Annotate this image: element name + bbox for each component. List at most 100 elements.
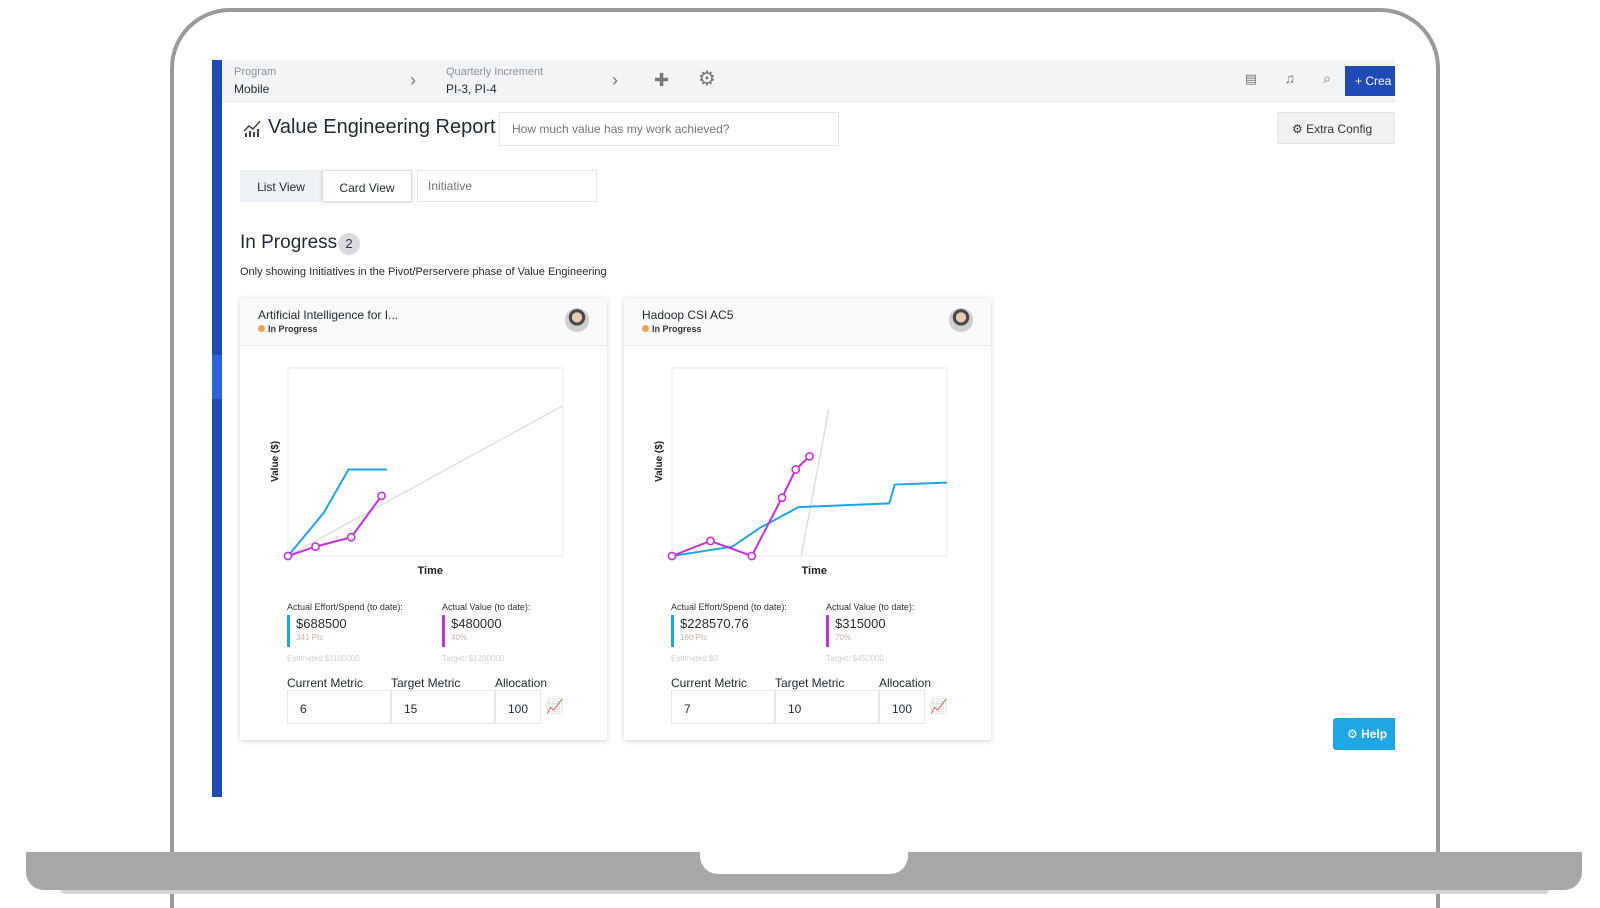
series-point bbox=[377, 491, 386, 501]
gear-icon: ⚙ bbox=[1292, 122, 1307, 136]
effort-points: 341 Pts bbox=[296, 633, 324, 642]
series-point bbox=[667, 551, 677, 561]
effort-label: Actual Effort/Spend (to date): bbox=[671, 602, 787, 612]
effort-estimate: Estimated:$1100000 bbox=[287, 654, 360, 663]
card-header: Artificial Intelligence for I... In Prog… bbox=[240, 298, 607, 346]
chart-svg: Time Value ($) bbox=[654, 367, 948, 577]
series-line-1 bbox=[671, 481, 948, 557]
clipboard-icon[interactable]: ▤ bbox=[1244, 71, 1257, 86]
series-point bbox=[311, 542, 320, 551]
series-point bbox=[747, 551, 757, 561]
y-axis-label: Value ($) bbox=[270, 441, 281, 482]
value-percent: 40% bbox=[451, 633, 468, 642]
plot-area bbox=[671, 367, 948, 557]
x-axis-label: Time bbox=[418, 565, 443, 577]
target-metric-header: Target Metric bbox=[391, 676, 461, 690]
increment-value: PI-3, PI-4 bbox=[446, 82, 497, 96]
allocation-chart-icon[interactable]: 📈 bbox=[930, 698, 948, 714]
create-button-label: Crea bbox=[1365, 74, 1392, 88]
value-chart: Time Value ($) bbox=[258, 358, 598, 588]
effort-label: Actual Effort/Spend (to date): bbox=[287, 602, 403, 612]
extra-config-button[interactable]: ⚙ Extra Config bbox=[1277, 112, 1395, 144]
add-plus-icon[interactable]: ✚ bbox=[654, 70, 670, 90]
program-value: Mobile bbox=[234, 82, 270, 96]
effort-value: $688500 bbox=[296, 616, 347, 631]
target-metric-field[interactable]: 15 bbox=[391, 690, 495, 724]
series-point bbox=[791, 465, 801, 474]
avatar[interactable] bbox=[565, 308, 589, 332]
effort-color-bar bbox=[287, 615, 290, 647]
status-dot-icon bbox=[258, 325, 265, 332]
tab-card-view[interactable]: Card View bbox=[322, 170, 412, 202]
initiative-filter-input[interactable] bbox=[417, 170, 597, 202]
top-navigation-bar: Program Mobile › Quarterly Increment PI-… bbox=[222, 60, 1395, 102]
series-line-0 bbox=[800, 409, 830, 557]
help-button[interactable]: ⚙ Help bbox=[1333, 718, 1395, 750]
value-label: Actual Value (to date): bbox=[442, 602, 531, 612]
section-subtitle: Only showing Initiatives in the Pivot/Pe… bbox=[240, 266, 607, 278]
x-axis-label: Time bbox=[802, 565, 827, 577]
tab-list-view[interactable]: List View bbox=[240, 170, 322, 202]
value-target: Target: $450000 bbox=[826, 654, 884, 663]
question-search-input[interactable] bbox=[499, 112, 839, 146]
current-metric-field[interactable]: 7 bbox=[671, 690, 775, 724]
series-point bbox=[805, 451, 814, 461]
side-rail bbox=[212, 60, 222, 797]
search-icon[interactable]: ⌕ bbox=[1323, 70, 1331, 86]
laptop-base-shadow bbox=[60, 888, 1550, 894]
extra-config-label: Extra Config bbox=[1306, 122, 1373, 136]
value-color-bar bbox=[442, 615, 445, 647]
effort-points: 160 Pts bbox=[680, 633, 708, 642]
effort-color-bar bbox=[671, 615, 674, 647]
settings-gears-icon[interactable]: ⚙ bbox=[698, 68, 716, 90]
effort-value: $228570.76 bbox=[680, 616, 749, 631]
chevron-right-icon: › bbox=[410, 70, 416, 90]
current-metric-header: Current Metric bbox=[671, 676, 748, 690]
bell-icon[interactable]: ♫ bbox=[1284, 70, 1296, 86]
allocation-chart-icon[interactable]: 📈 bbox=[546, 698, 564, 714]
side-rail-active-marker bbox=[212, 355, 222, 399]
series-point bbox=[706, 536, 715, 546]
program-label: Program bbox=[234, 66, 277, 78]
series-line-0 bbox=[287, 404, 564, 557]
series-point bbox=[283, 551, 293, 561]
create-button[interactable]: + Crea bbox=[1345, 66, 1395, 96]
laptop-notch bbox=[700, 852, 908, 874]
target-metric-field[interactable]: 10 bbox=[775, 690, 879, 724]
chart-svg: Time Value ($) bbox=[270, 367, 564, 577]
allocation-field[interactable]: 100 bbox=[495, 690, 541, 724]
status-indicator: In Progress bbox=[642, 324, 702, 334]
value-chart: Time Value ($) bbox=[642, 358, 982, 588]
series-line-1 bbox=[287, 468, 387, 557]
chevron-right-icon: › bbox=[612, 70, 618, 90]
initiative-card[interactable]: Artificial Intelligence for I... In Prog… bbox=[240, 298, 607, 740]
status-dot-icon bbox=[642, 325, 649, 332]
status-label: In Progress bbox=[652, 324, 702, 334]
card-title: Hadoop CSI AC5 bbox=[642, 308, 734, 322]
status-label: In Progress bbox=[268, 324, 318, 334]
report-chart-icon bbox=[243, 120, 261, 137]
value-value: $480000 bbox=[451, 616, 502, 631]
y-axis-label: Value ($) bbox=[654, 441, 665, 482]
allocation-field[interactable]: 100 bbox=[879, 690, 925, 724]
value-percent: 70% bbox=[835, 633, 852, 642]
current-metric-field[interactable]: 6 bbox=[287, 690, 391, 724]
current-metric-header: Current Metric bbox=[287, 676, 364, 690]
effort-estimate: Estimated:$0 bbox=[671, 654, 718, 663]
section-title: In Progress bbox=[240, 232, 338, 253]
help-gear-icon: ⚙ bbox=[1347, 727, 1362, 741]
breadcrumb-program[interactable]: Program Mobile bbox=[234, 66, 276, 96]
card-header: Hadoop CSI AC5 In Progress bbox=[624, 298, 991, 346]
count-badge: 2 bbox=[338, 233, 360, 255]
breadcrumb-increment[interactable]: Quarterly Increment PI-3, PI-4 bbox=[446, 66, 543, 96]
value-color-bar bbox=[826, 615, 829, 647]
series-point bbox=[777, 493, 787, 503]
target-metric-header: Target Metric bbox=[775, 676, 845, 690]
avatar[interactable] bbox=[949, 308, 973, 332]
allocation-header: Allocation bbox=[495, 676, 548, 690]
increment-label: Quarterly Increment bbox=[446, 66, 544, 78]
page-title: Value Engineering Report bbox=[268, 116, 496, 138]
value-target: Target: $1200000 bbox=[442, 654, 505, 663]
plot-area bbox=[287, 367, 564, 557]
initiative-card[interactable]: Hadoop CSI AC5 In Progress Time Value ($)… bbox=[624, 298, 991, 740]
